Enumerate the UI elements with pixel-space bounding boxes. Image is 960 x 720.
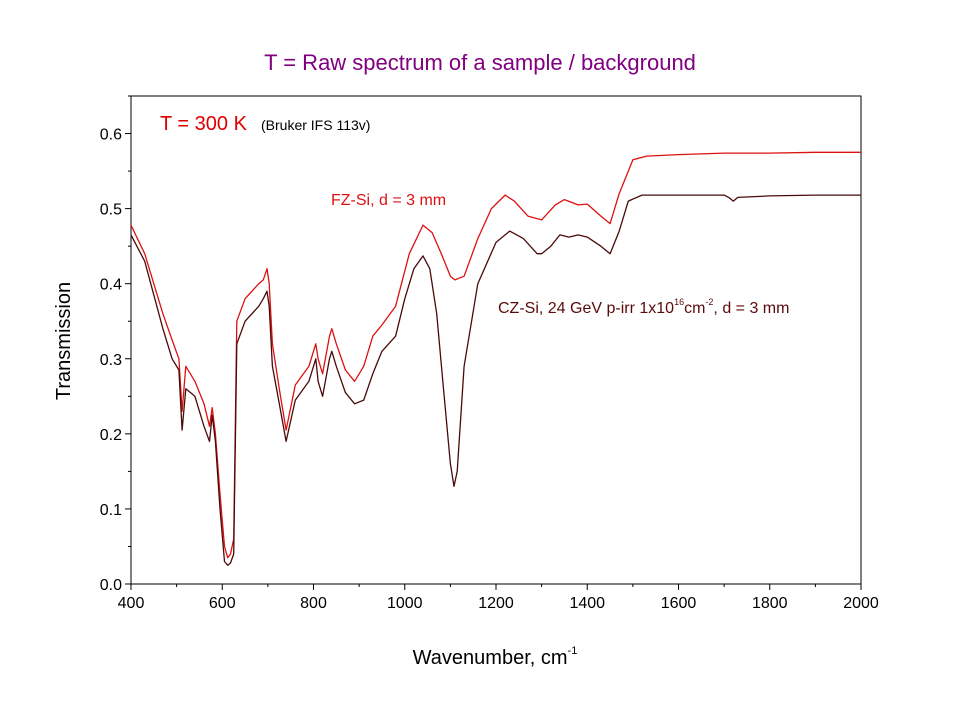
x-tick-labels: 400 600 800 1000 1200 1400 1600 1800 2000 <box>118 595 879 612</box>
series-line-fz-si <box>130 151 861 559</box>
y-tick-labels: 0.0 0.1 0.2 0.3 0.4 0.5 0.6 <box>100 127 122 594</box>
series-lines <box>130 151 861 566</box>
cz-sup-1: 16 <box>674 297 684 307</box>
y-tick-label: 0.2 <box>100 427 122 444</box>
annotation-fz-si: FZ-Si, d = 3 mm <box>331 192 446 209</box>
x-tick-label: 2000 <box>843 595 879 612</box>
slide-title: T = Raw spectrum of a sample / backgroun… <box>264 50 696 75</box>
x-tick-label: 1200 <box>478 595 514 612</box>
y-tick-label: 0.0 <box>100 577 122 594</box>
plot-frame <box>130 95 862 585</box>
cz-text-a: CZ-Si, 24 GeV p-irr 1x10 <box>498 300 674 317</box>
y-tick-label: 0.6 <box>100 127 122 144</box>
series-line-cz-si <box>130 194 861 566</box>
y-tick-label: 0.1 <box>100 502 122 519</box>
y-axis-label: Transmission <box>53 282 75 400</box>
annotation-instrument: (Bruker IFS 113v) <box>261 117 370 133</box>
axes <box>130 95 862 585</box>
annotation-temperature: T = 300 K <box>160 113 248 135</box>
x-tick-label: 800 <box>300 595 327 612</box>
x-tick-label: 600 <box>209 595 236 612</box>
y-tick-label: 0.3 <box>100 352 122 369</box>
x-tick-label: 1600 <box>661 595 697 612</box>
y-tick-label: 0.5 <box>100 202 122 219</box>
y-tick-label: 0.4 <box>100 277 122 294</box>
cz-text-b: cm <box>684 300 705 317</box>
tick-marks <box>125 95 862 590</box>
cz-text-c: , d = 3 mm <box>713 300 789 317</box>
x-axis-label-sup: -1 <box>568 645 578 657</box>
x-tick-label: 1000 <box>387 595 423 612</box>
x-axis-label: Wavenumber, cm-1 <box>413 645 578 669</box>
x-tick-label: 1800 <box>752 595 788 612</box>
x-tick-label: 400 <box>118 595 145 612</box>
annotation-cz-si: CZ-Si, 24 GeV p-irr 1x1016cm-2, d = 3 mm <box>498 297 789 317</box>
x-axis-label-text: Wavenumber, cm <box>413 647 568 669</box>
x-tick-label: 1400 <box>569 595 605 612</box>
cz-sup-2: -2 <box>705 297 713 307</box>
